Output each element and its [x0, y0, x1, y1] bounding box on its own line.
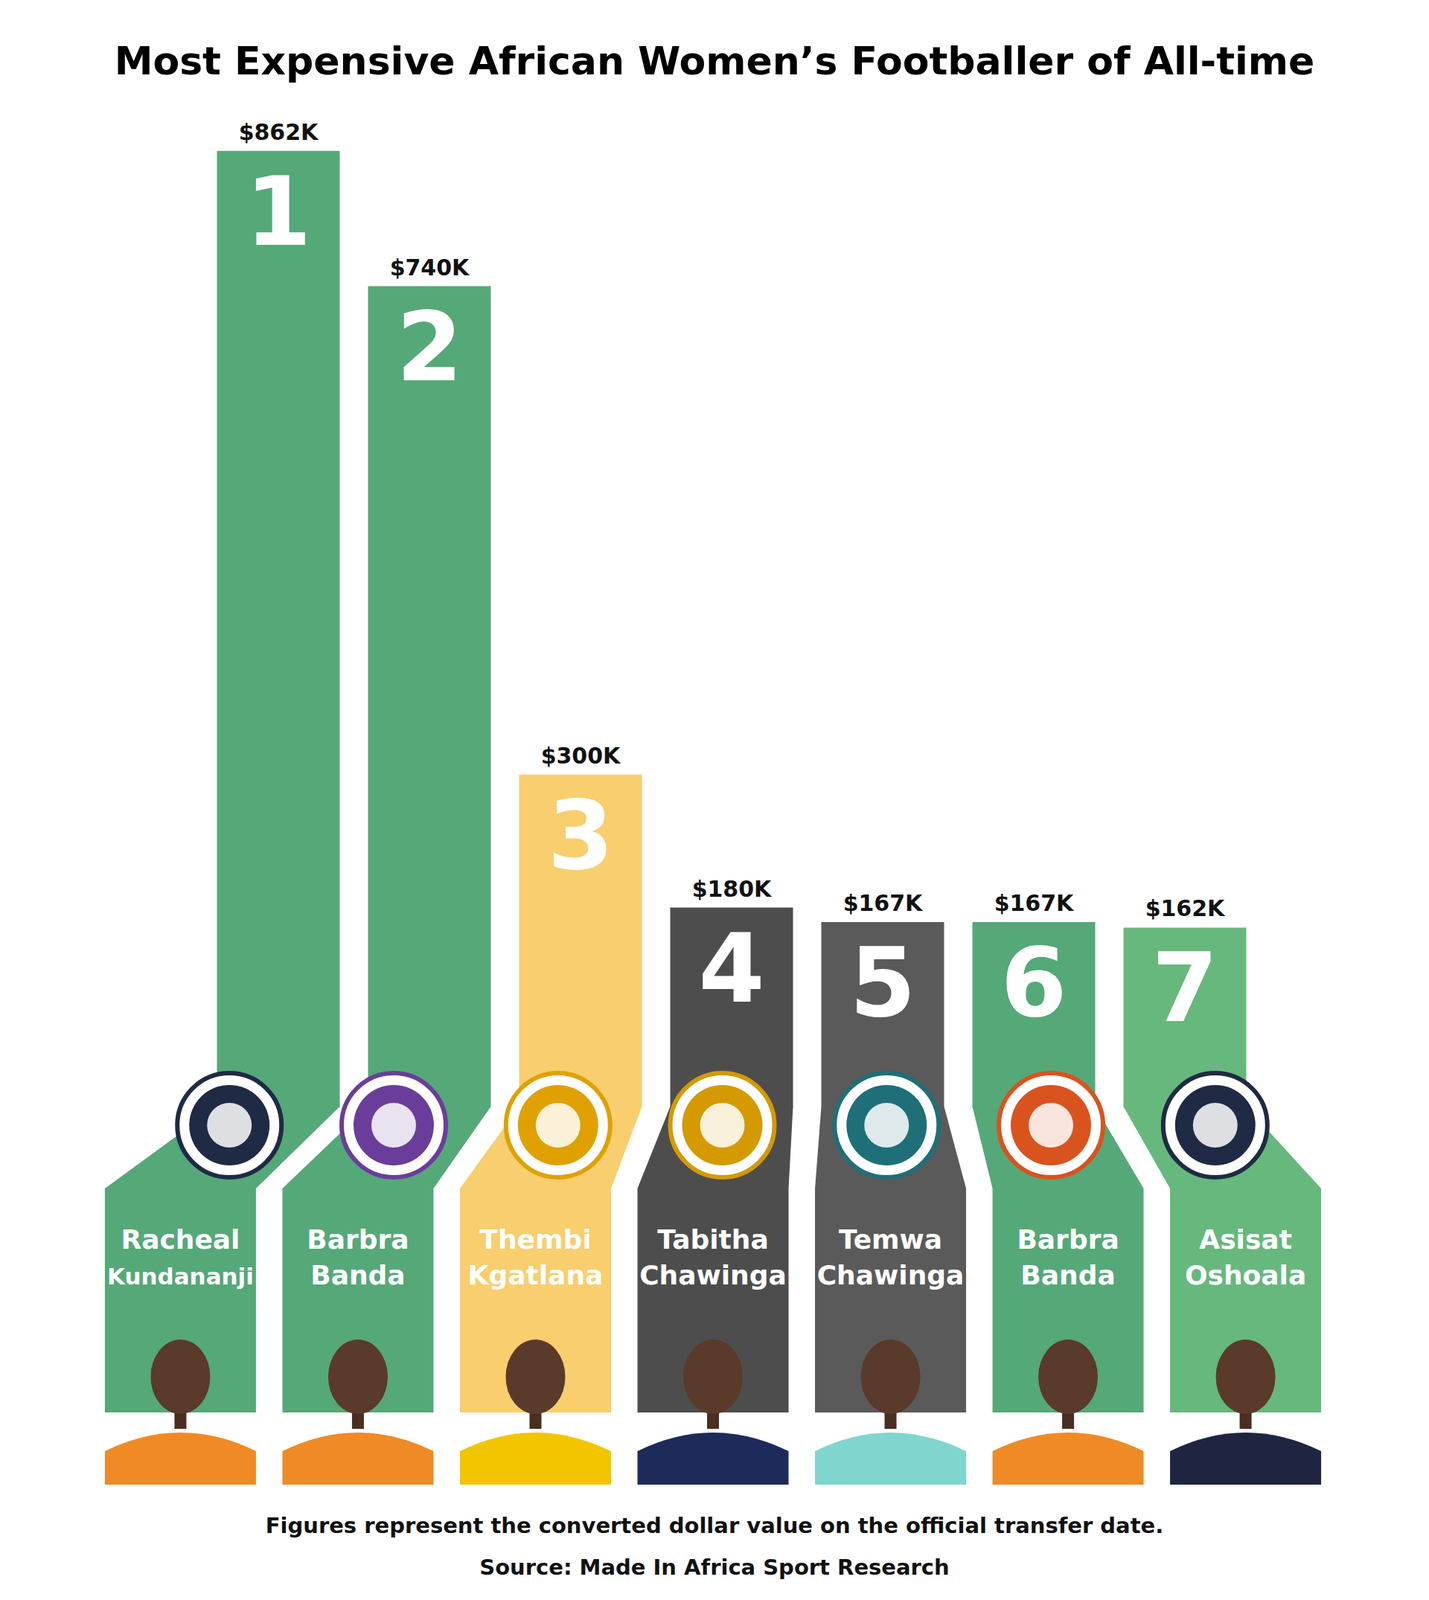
svg-text:Racheal: Racheal — [120, 1224, 240, 1255]
svg-text:5: 5 — [849, 927, 916, 1039]
svg-text:2: 2 — [395, 291, 463, 403]
svg-text:4: 4 — [698, 913, 765, 1025]
html-text:Most Expensive African Women’s: Most Expensive African Women’s Footballe… — [114, 38, 1315, 84]
html-text:Source: Made In Africa Sport R: Source: Made In Africa Sport Research — [479, 1554, 950, 1581]
svg-text:3: 3 — [547, 779, 614, 891]
svg-text:Chawinga: Chawinga — [817, 1260, 965, 1291]
svg-text:$300K: $300K — [541, 742, 622, 769]
svg-text:Banda: Banda — [1020, 1260, 1115, 1291]
svg-text:7: 7 — [1151, 932, 1218, 1044]
svg-text:$862K: $862K — [238, 119, 320, 146]
svg-text:Barbra: Barbra — [1016, 1224, 1119, 1255]
svg-text:6: 6 — [1000, 927, 1067, 1039]
svg-text:Asisat: Asisat — [1199, 1224, 1293, 1255]
svg-text:Tabitha: Tabitha — [657, 1224, 769, 1255]
svg-text:$162K: $162K — [1145, 895, 1226, 922]
svg-text:Oshoala: Oshoala — [1184, 1260, 1307, 1291]
svg-text:Temwa: Temwa — [838, 1224, 943, 1255]
svg-text:Banda: Banda — [310, 1260, 405, 1291]
svg-text:Kundananji: Kundananji — [107, 1263, 254, 1290]
svg-text:Thembi: Thembi — [479, 1224, 591, 1255]
svg-text:$740K: $740K — [389, 254, 471, 281]
svg-text:$167K: $167K — [843, 890, 924, 917]
svg-text:$167K: $167K — [994, 890, 1075, 917]
svg-text:1: 1 — [244, 156, 312, 268]
html-text:Figures represent the converte: Figures represent the converted dollar v… — [265, 1513, 1164, 1539]
svg-text:Chawinga: Chawinga — [639, 1260, 787, 1291]
svg-text:Kgatlana: Kgatlana — [468, 1260, 604, 1291]
svg-text:Barbra: Barbra — [306, 1224, 409, 1255]
svg-text:$180K: $180K — [692, 876, 773, 903]
